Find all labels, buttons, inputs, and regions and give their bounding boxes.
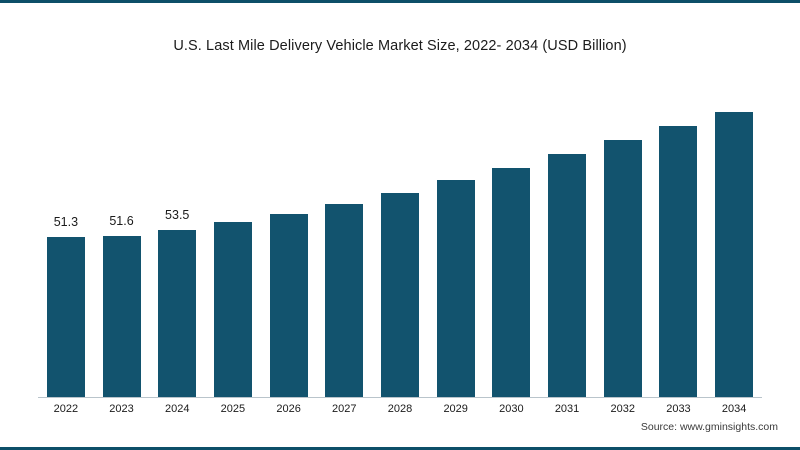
bar[interactable]: [715, 111, 754, 397]
x-axis-line: [38, 397, 762, 398]
bar[interactable]: [492, 167, 531, 397]
bar-column: [659, 85, 698, 397]
bar-column: [492, 85, 531, 397]
bar[interactable]: [213, 222, 252, 397]
bar-column: [325, 85, 364, 397]
x-axis-tick-label: 2030: [499, 403, 524, 415]
bar[interactable]: [548, 153, 587, 397]
x-axis-tick-label: 2029: [443, 403, 468, 415]
bar-column: [158, 85, 197, 397]
x-axis-tick-label: 2027: [332, 403, 357, 415]
bar-column: [102, 85, 141, 397]
source-note: Source: www.gminsights.com: [640, 421, 778, 433]
bar[interactable]: [381, 192, 419, 397]
bar-value-label: 51.3: [53, 214, 79, 229]
bar[interactable]: [269, 214, 308, 397]
bar[interactable]: [158, 230, 197, 397]
bar-column: [436, 85, 475, 397]
bar[interactable]: [659, 125, 698, 397]
chart-title: U.S. Last Mile Delivery Vehicle Market S…: [173, 38, 627, 54]
x-axis-tick-label: 2034: [721, 403, 747, 415]
bar-column: [603, 85, 642, 397]
x-axis-tick-label: 2026: [276, 403, 301, 415]
bar-column: [213, 85, 252, 397]
x-axis-tick-label: 2023: [109, 403, 134, 415]
bar-value-label: 53.5: [165, 208, 190, 223]
bar[interactable]: [436, 180, 475, 397]
x-axis-tick-label: 2032: [610, 403, 635, 415]
bar[interactable]: [603, 139, 642, 397]
bar[interactable]: [102, 236, 141, 397]
x-axis-tick-label: 2033: [666, 403, 691, 415]
bar-column: [46, 85, 85, 397]
bar-column: [381, 85, 419, 397]
x-axis-tick-label: 2025: [220, 403, 246, 415]
bar[interactable]: [325, 203, 364, 397]
x-axis-tick-label: 2028: [387, 403, 413, 415]
x-axis-tick-label: 2022: [53, 403, 79, 415]
x-axis-tick-label: 2031: [554, 403, 580, 415]
bar-column: [715, 85, 754, 397]
bar[interactable]: [46, 236, 85, 397]
x-axis-tick-label: 2024: [164, 403, 190, 415]
plot-area: 51.3 51.6 53.5: [38, 85, 762, 397]
bar-value-label: 51.6: [109, 214, 134, 228]
bar-column: [548, 85, 587, 397]
bar-column: [269, 85, 308, 397]
